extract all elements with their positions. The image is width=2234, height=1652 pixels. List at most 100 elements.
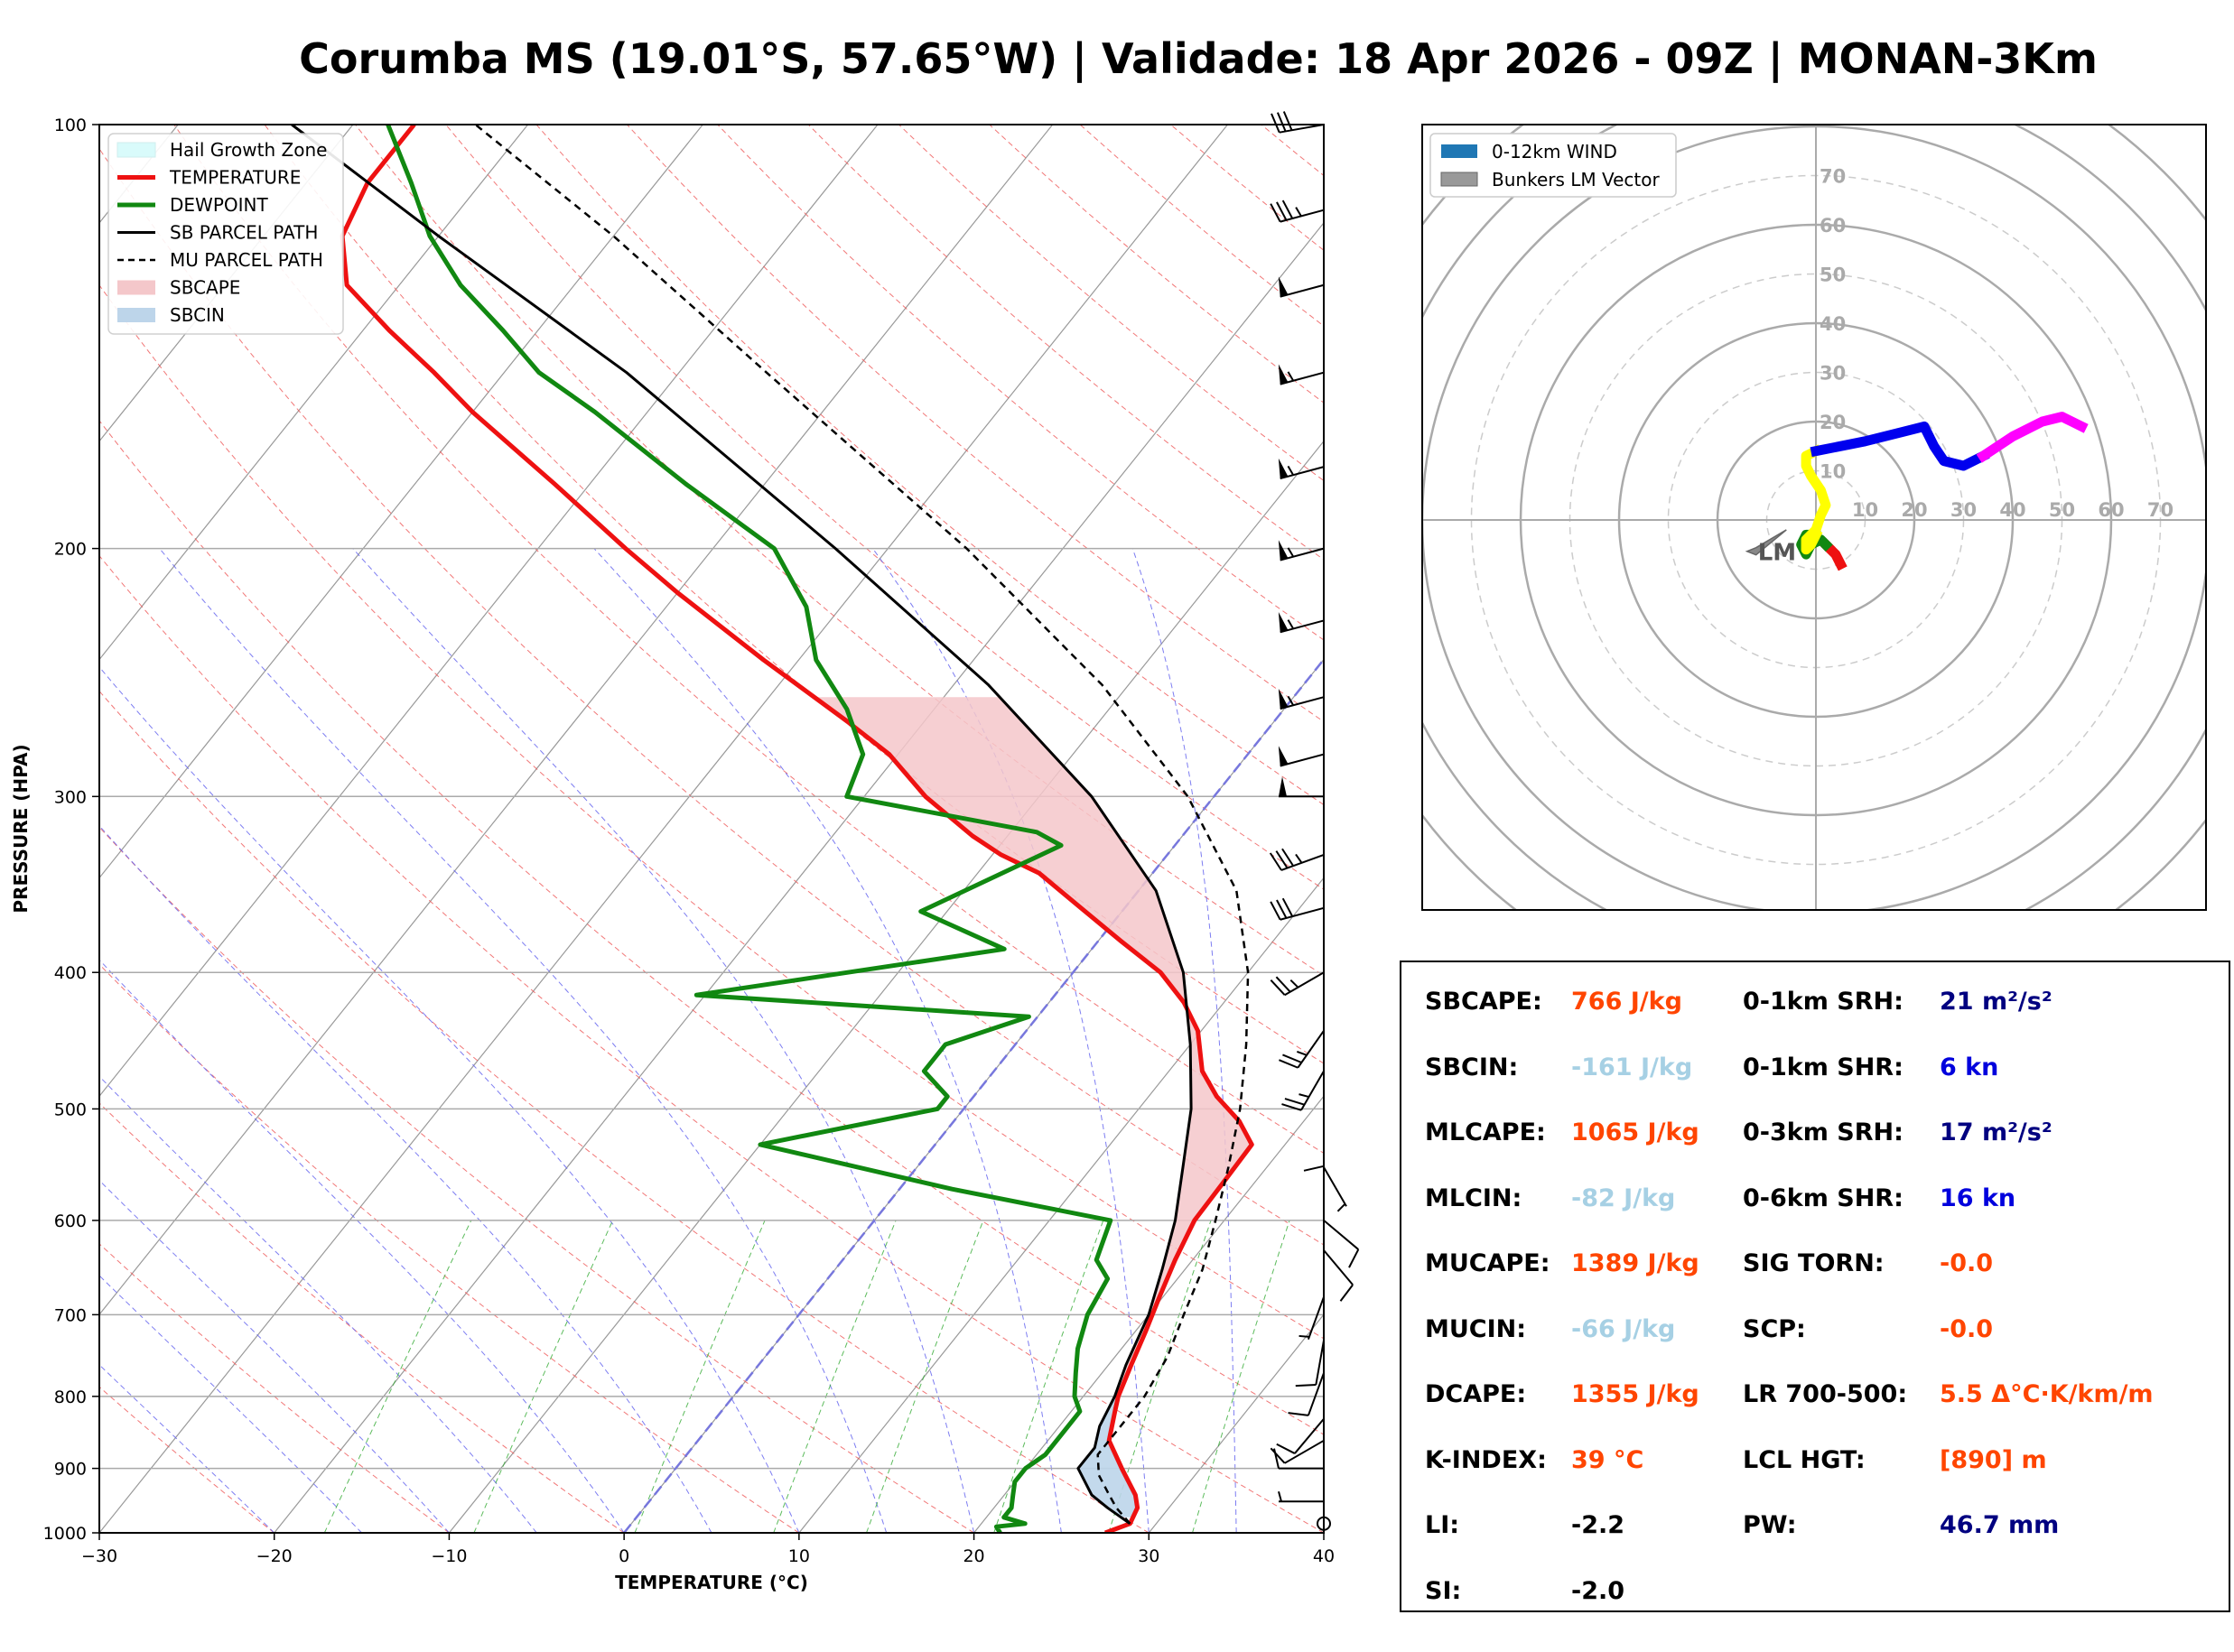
wind-barb-full <box>1282 111 1293 131</box>
hodograph-dashed-ring <box>1667 371 1965 669</box>
hodograph-ring-label-y: 50 <box>1820 265 1846 286</box>
calm-wind-marker <box>1317 1516 1331 1531</box>
wind-barb-full <box>1270 1447 1286 1464</box>
param-value: 5.5 Δ°C·K/km/m <box>1940 1380 2154 1408</box>
wind-barb <box>1323 1249 1354 1302</box>
hodograph-ring-label-y: 40 <box>1820 313 1846 335</box>
wind-barb <box>1270 897 1325 921</box>
wind-barb-staff <box>1279 124 1325 134</box>
wind-barb <box>1271 111 1325 134</box>
param-value: -2.2 <box>1571 1511 1625 1539</box>
dry-adiabat-line <box>173 125 1324 1155</box>
wind-barb <box>1281 1070 1325 1111</box>
legend-swatch-wind <box>1441 144 1477 158</box>
isotherm-line <box>274 221 1324 1533</box>
param-label: SCP: <box>1743 1314 1806 1343</box>
wind-barb-full <box>1270 979 1286 996</box>
dry-adiabat-line <box>445 125 1324 890</box>
wind-barb-flag <box>1278 540 1289 561</box>
wind-barb-full <box>1276 899 1288 919</box>
y-tick-label: 800 <box>54 1387 87 1407</box>
skew-t-legend: Hail Growth Zone TEMPERATURE DEWPOINT SB PA… <box>107 133 344 335</box>
hodograph-frame <box>1421 124 2207 911</box>
mixing-ratio-line <box>993 1220 1104 1533</box>
moist-adiabat-line <box>1131 548 1237 1533</box>
dry-adiabat-line <box>99 1386 275 1533</box>
wind-barb <box>1323 1166 1347 1212</box>
x-tick-label: 0 <box>619 1546 629 1566</box>
wind-barb-half <box>1287 619 1295 629</box>
dry-adiabat-line <box>99 1102 625 1533</box>
y-tick-label: 200 <box>54 540 87 560</box>
wind-barb-full <box>1270 203 1281 223</box>
wind-barb-staff <box>1284 1439 1325 1464</box>
hodograph-ring-label-y: 60 <box>1820 215 1846 237</box>
wind-barb <box>1278 612 1325 634</box>
wind-barb-staff <box>1280 619 1325 634</box>
wind-barb-staff <box>1280 753 1325 767</box>
wind-barb-staff <box>1280 547 1325 561</box>
param-label: SBCAPE: <box>1425 988 1542 1016</box>
hodograph-ring-label-x: 20 <box>1901 499 1927 521</box>
isotherm-line <box>99 125 703 879</box>
wind-barb-half <box>1295 853 1303 864</box>
param-label: SBCIN: <box>1425 1053 1519 1081</box>
param-value: -2.0 <box>1571 1576 1625 1605</box>
moist-adiabat-line <box>99 959 625 1533</box>
chart-title: Corumba MS (19.01°S, 57.65°W) | Validade… <box>299 34 2098 83</box>
hodograph-ring-label-y: 30 <box>1820 363 1846 385</box>
wind-barb-full <box>1279 1059 1299 1069</box>
wind-barb-staff <box>1284 971 1325 997</box>
param-label: LR 700-500: <box>1743 1380 1908 1408</box>
x-tick-label: −10 <box>431 1546 467 1566</box>
wind-barb <box>1323 1220 1360 1268</box>
y-tick-label: 900 <box>54 1460 87 1480</box>
wind-barb-flag <box>1278 746 1289 766</box>
param-label: 0-1km SHR: <box>1743 1053 1904 1081</box>
hodograph-trace-segment <box>1796 529 1833 560</box>
param-label: 0-3km SRH: <box>1743 1118 1904 1146</box>
y-tick-label: 400 <box>54 963 87 983</box>
y-tick-label: 700 <box>54 1305 87 1325</box>
wind-barb-full <box>1276 1443 1296 1454</box>
wind-barb-flag <box>1278 612 1289 633</box>
wind-barb-staff <box>1323 1220 1359 1250</box>
x-tick-label: −30 <box>81 1546 117 1566</box>
wind-barb <box>1278 746 1325 767</box>
temperature-line <box>340 125 1254 1533</box>
wind-barb-full <box>1339 1284 1354 1302</box>
sbcape-area <box>814 697 1252 1389</box>
hodograph-dashed-ring <box>1568 273 2063 767</box>
param-label: DCAPE: <box>1425 1380 1527 1408</box>
isotherm-line <box>99 125 529 661</box>
wind-barb <box>1278 540 1325 561</box>
mixing-ratio-line <box>323 1220 472 1533</box>
wind-barb-staff <box>1280 371 1325 385</box>
param-label: MUCIN: <box>1425 1314 1527 1343</box>
hodograph-ring-label-x: 10 <box>1852 499 1878 521</box>
wind-barb-full <box>1281 200 1294 219</box>
wind-barb-full <box>1276 112 1287 132</box>
mixing-ratio-line <box>773 1220 897 1533</box>
param-value: 17 m²/s² <box>1940 1118 2052 1146</box>
x-tick-label: 40 <box>1313 1546 1335 1566</box>
hodograph-ring-label-x: 50 <box>2049 499 2075 521</box>
moist-adiabat-line <box>99 1075 537 1533</box>
wind-barb-half <box>1299 1093 1309 1099</box>
hodograph-ring <box>1716 420 1916 620</box>
dry-adiabat-line <box>99 1243 450 1533</box>
isotherm-line <box>1148 1313 1324 1533</box>
hodograph-dashed-ring <box>1765 469 1866 571</box>
wind-barb <box>1288 1372 1325 1416</box>
param-value: -0.0 <box>1940 1249 1994 1277</box>
moist-adiabat-line <box>872 548 1150 1533</box>
legend-label: MU PARCEL PATH <box>170 249 323 271</box>
dewpoint-line <box>386 125 1113 1533</box>
wind-barb-full <box>1276 201 1288 221</box>
y-tick-label: 600 <box>54 1211 87 1231</box>
param-label: K-INDEX: <box>1425 1445 1547 1474</box>
wind-barb-half <box>1336 1202 1346 1212</box>
param-label: LCL HGT: <box>1743 1445 1866 1474</box>
y-tick-label: 300 <box>54 787 87 807</box>
mu-parcel-path-line <box>474 125 1250 1525</box>
